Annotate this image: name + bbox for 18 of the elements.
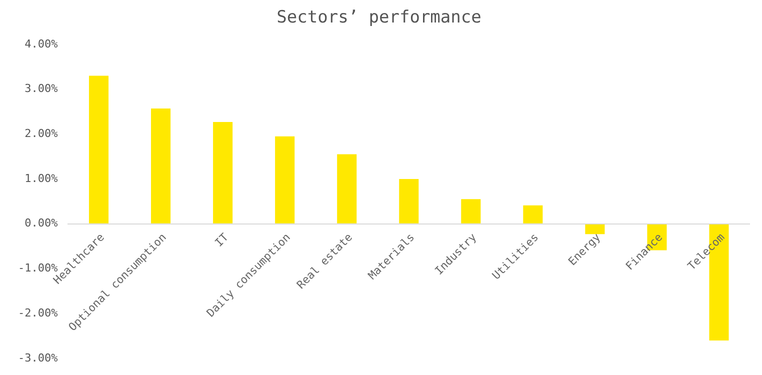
bar	[399, 178, 419, 224]
bar	[585, 224, 605, 234]
y-tick-label: 4.00%	[24, 37, 58, 50]
bar	[213, 122, 233, 224]
y-tick-label: 3.00%	[24, 82, 58, 96]
y-tick-label: -2.00%	[18, 306, 58, 320]
bar	[151, 108, 171, 224]
bar	[337, 154, 357, 224]
chart-title: Sectors’ performance	[276, 8, 482, 28]
x-tick-label: IT	[212, 230, 232, 250]
y-tick-label: 0.00%	[24, 216, 58, 230]
bar	[88, 76, 109, 224]
y-tick-label: -3.00%	[18, 351, 58, 364]
bar	[523, 205, 543, 224]
y-tick-label: 2.00%	[24, 126, 58, 140]
bar	[461, 199, 481, 224]
y-tick-label: 1.00%	[24, 172, 58, 185]
bar	[275, 136, 295, 224]
